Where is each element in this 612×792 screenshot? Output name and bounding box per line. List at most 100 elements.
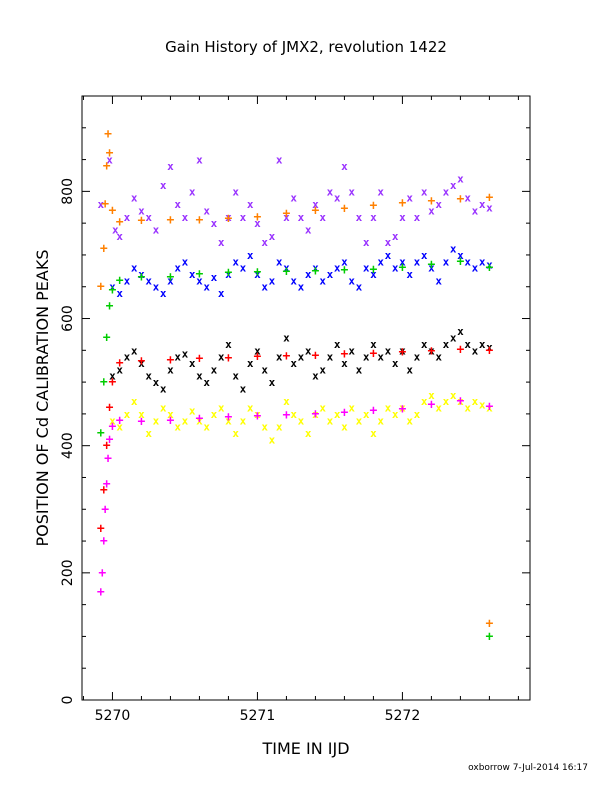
data-point: x xyxy=(363,236,370,249)
data-point: x xyxy=(261,363,268,376)
x-tick-label: 5272 xyxy=(385,708,421,724)
data-point: + xyxy=(456,343,464,358)
data-point: x xyxy=(203,421,210,434)
x-axis-label: TIME IN IJD xyxy=(261,739,349,758)
data-point: x xyxy=(283,332,290,345)
data-point: x xyxy=(341,357,348,370)
data-point: x xyxy=(450,179,457,192)
data-point: + xyxy=(104,127,112,142)
x-tick-label: 5270 xyxy=(95,708,131,724)
data-point: x xyxy=(174,421,181,434)
data-point: + xyxy=(116,273,124,288)
data-point: + xyxy=(254,265,262,280)
data-point: x xyxy=(298,281,305,294)
data-point: x xyxy=(174,198,181,211)
data-point: x xyxy=(269,376,276,389)
data-point: x xyxy=(124,274,131,287)
data-point: x xyxy=(138,204,145,217)
data-point: x xyxy=(327,414,334,427)
data-point: x xyxy=(240,211,247,224)
data-point: x xyxy=(153,376,160,389)
data-point: x xyxy=(283,395,290,408)
data-point: x xyxy=(327,351,334,364)
data-point: x xyxy=(138,268,145,281)
data-point: x xyxy=(167,363,174,376)
data-point: x xyxy=(377,185,384,198)
data-point: x xyxy=(232,427,239,440)
data-point: + xyxy=(254,409,262,424)
data-point: x xyxy=(276,255,283,268)
data-point: x xyxy=(385,402,392,415)
data-point: + xyxy=(225,410,233,425)
data-point: x xyxy=(247,198,254,211)
data-point: x xyxy=(211,217,218,230)
data-point: x xyxy=(443,185,450,198)
data-point: x xyxy=(203,281,210,294)
data-point: x xyxy=(196,274,203,287)
data-point: x xyxy=(261,281,268,294)
data-point: x xyxy=(414,211,421,224)
series-6: ++++++ + + + + + + + + + + + + + xyxy=(97,343,494,537)
data-point: x xyxy=(182,347,189,360)
data-point: x xyxy=(472,344,479,357)
data-point: x xyxy=(319,211,326,224)
data-point: x xyxy=(269,274,276,287)
data-point: + xyxy=(103,477,111,492)
data-point: x xyxy=(450,243,457,256)
data-point: x xyxy=(131,395,138,408)
data-point: x xyxy=(348,344,355,357)
data-point: + xyxy=(97,280,105,295)
data-point: + xyxy=(427,344,435,359)
data-point: x xyxy=(269,230,276,243)
data-point: + xyxy=(138,214,146,229)
data-point: + xyxy=(485,261,493,276)
data-point: x xyxy=(414,408,421,421)
data-point: x xyxy=(421,249,428,262)
data-point: + xyxy=(225,351,233,366)
data-point: x xyxy=(399,344,406,357)
data-point: + xyxy=(116,356,124,371)
data-point: + xyxy=(312,348,320,363)
data-point: x xyxy=(435,274,442,287)
data-point: + xyxy=(98,566,106,581)
data-point: x xyxy=(276,154,283,167)
data-point: x xyxy=(189,268,196,281)
data-point: + xyxy=(225,212,233,227)
data-point: x xyxy=(305,224,312,237)
data-point: x xyxy=(196,414,203,427)
data-point: x xyxy=(486,341,493,354)
data-point: x xyxy=(334,338,341,351)
data-point: x xyxy=(225,414,232,427)
plot-frame xyxy=(81,95,531,701)
data-point: + xyxy=(196,411,204,426)
data-point: + xyxy=(109,420,117,435)
data-point: + xyxy=(341,347,349,362)
data-point: + xyxy=(254,210,262,225)
data-point: + xyxy=(370,404,378,419)
data-point: x xyxy=(138,408,145,421)
data-point: + xyxy=(109,283,117,298)
data-point: x xyxy=(435,198,442,211)
data-point: x xyxy=(312,262,319,275)
data-point: x xyxy=(153,281,160,294)
data-point: x xyxy=(145,211,152,224)
data-point: x xyxy=(457,249,464,262)
y-tick-label: 0 xyxy=(60,696,76,705)
data-point: + xyxy=(103,159,111,174)
data-point: + xyxy=(485,617,493,632)
data-point: + xyxy=(370,346,378,361)
data-point: x xyxy=(240,382,247,395)
data-point: x xyxy=(225,211,232,224)
data-point: x xyxy=(334,408,341,421)
data-point: + xyxy=(109,375,117,390)
data-point: x xyxy=(392,408,399,421)
data-point: + xyxy=(312,407,320,422)
data-point: x xyxy=(319,402,326,415)
data-point: x xyxy=(109,370,116,383)
data-point: x xyxy=(356,281,363,294)
data-point: x xyxy=(443,255,450,268)
data-point: + xyxy=(225,266,233,281)
